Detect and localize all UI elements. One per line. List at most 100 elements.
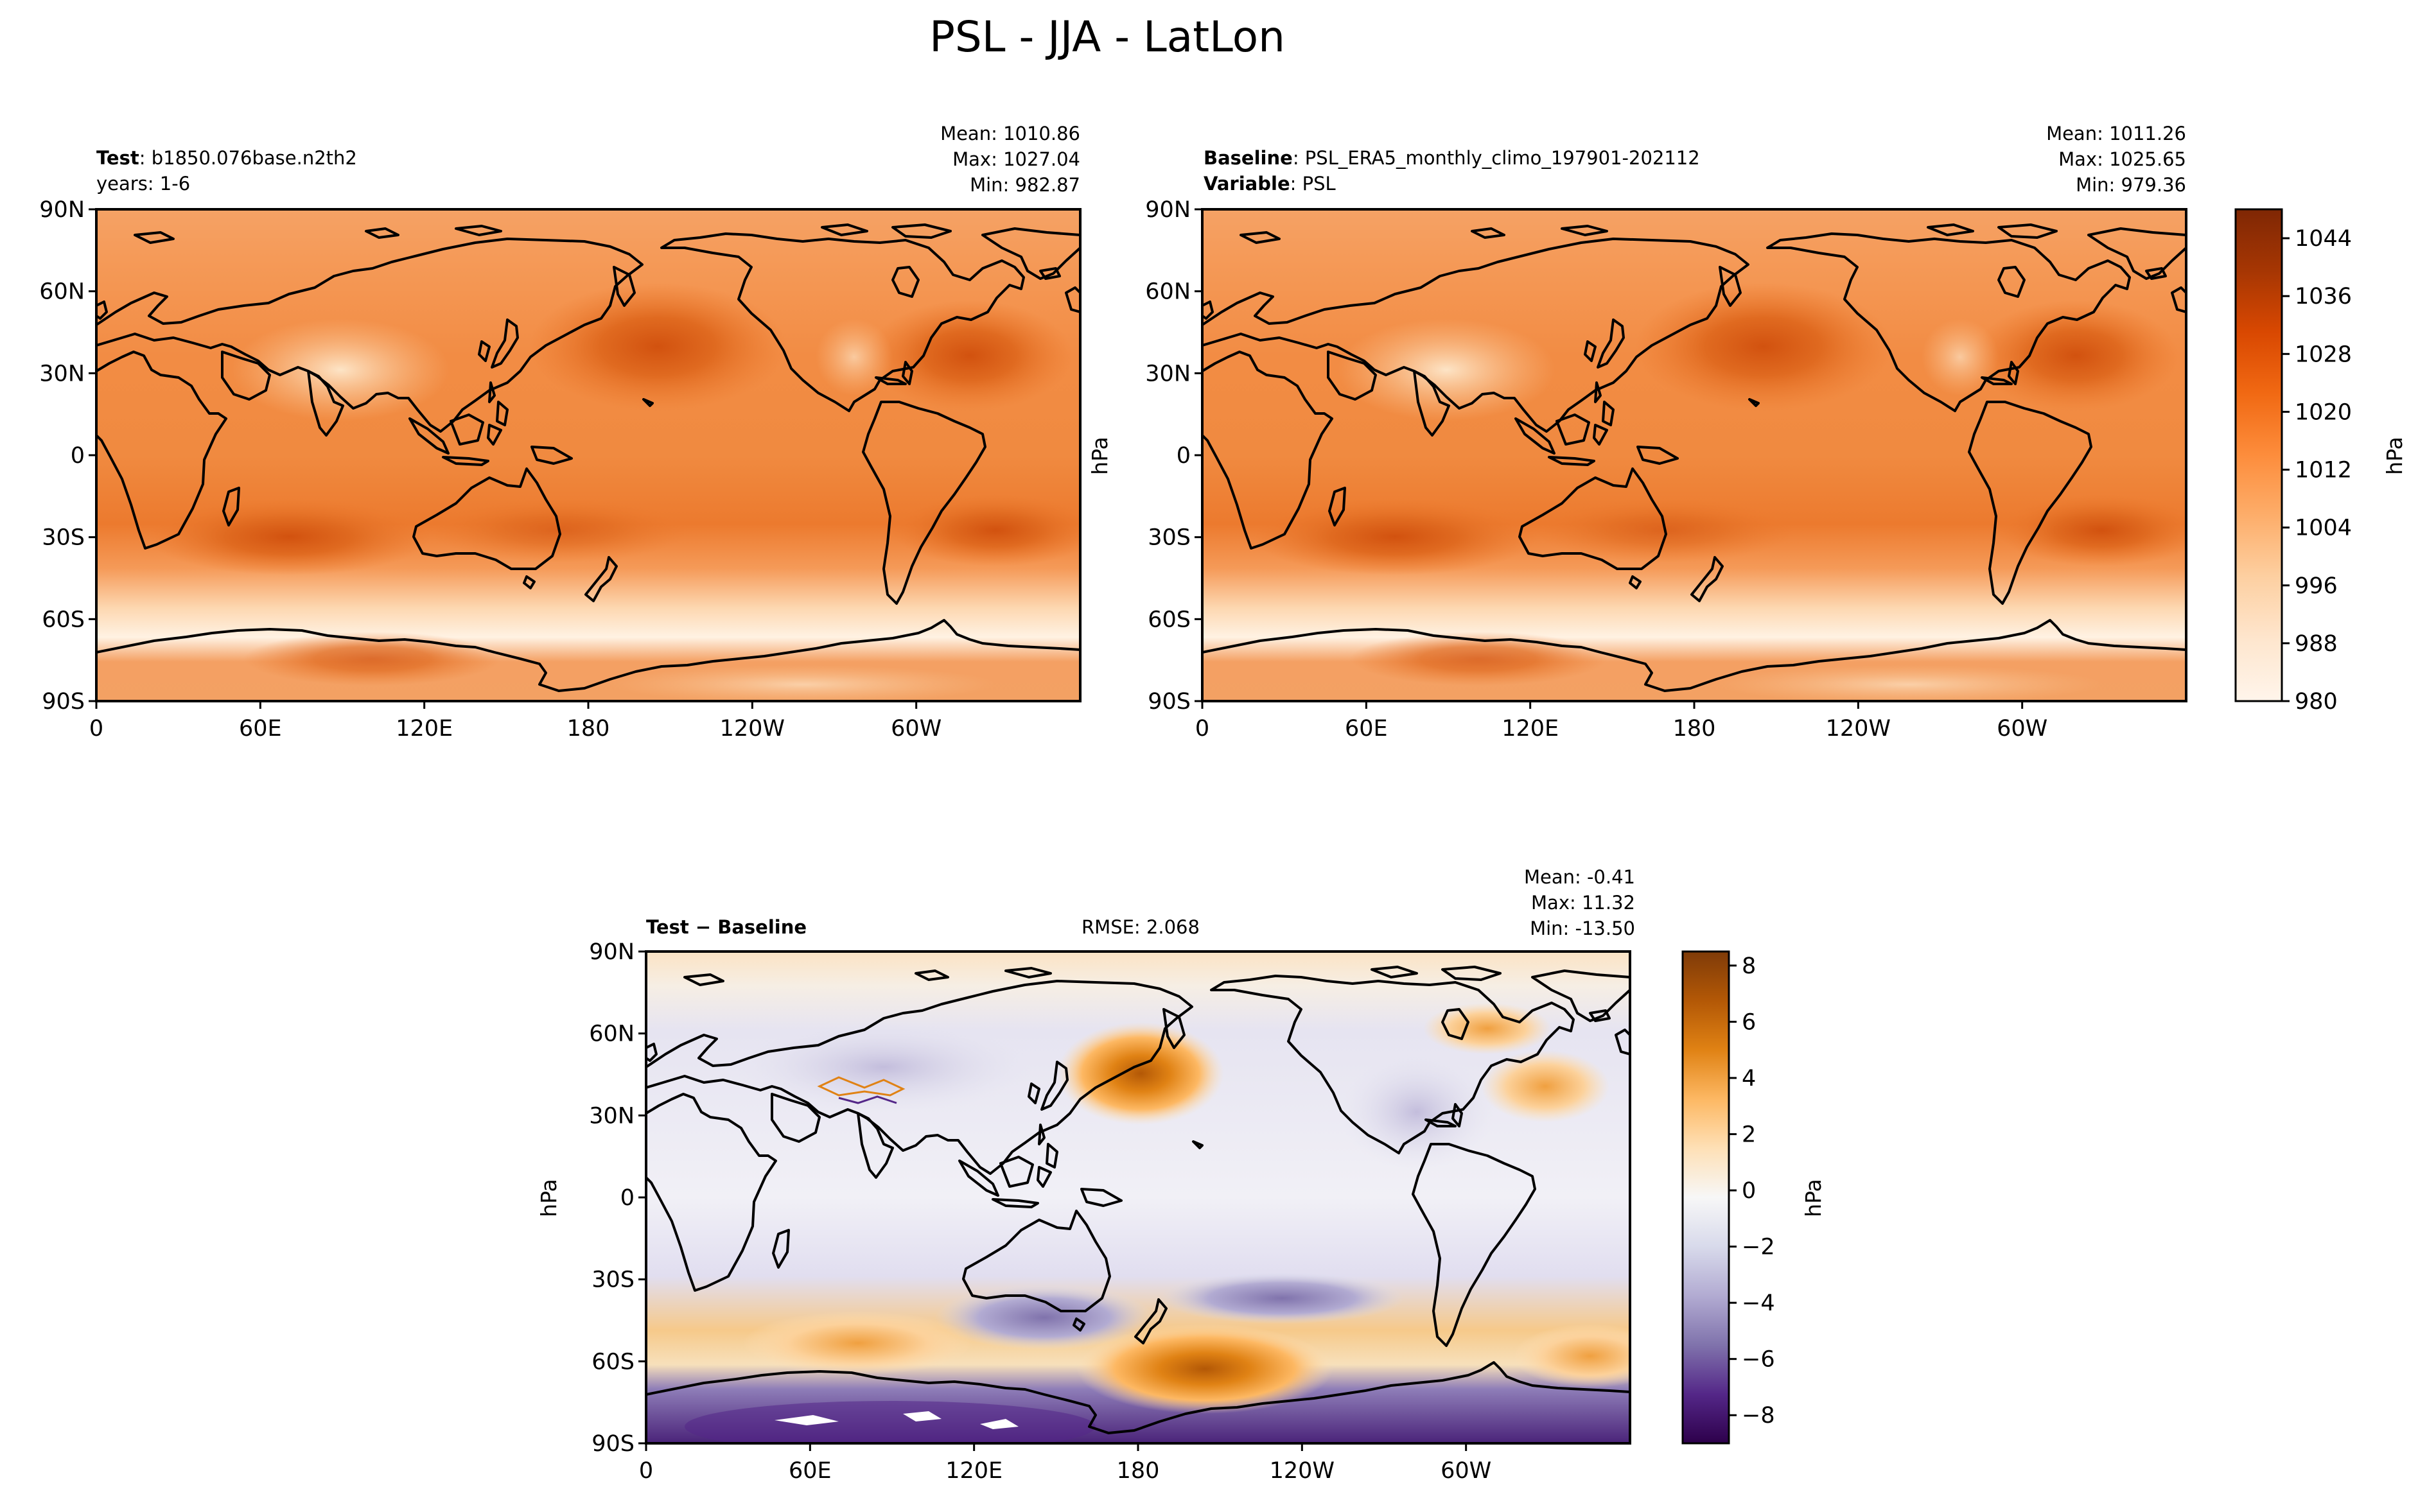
lat-tick-label: 90S [42, 689, 85, 715]
colorbar-tick-label: 1004 [2295, 516, 2352, 541]
lat-tick-label: 60N [39, 279, 85, 305]
panel-difference: Test − Baseline RMSE: 2.068 Mean: -0.41 … [536, 866, 1635, 1484]
baseline-map [1201, 208, 2187, 702]
lon-tick-label: 180 [567, 716, 610, 742]
test-stat-min: Min: 982.87 [970, 174, 1080, 196]
lon-tick-label: 120E [396, 716, 453, 742]
lon-tick-label: 120W [1826, 716, 1891, 742]
baseline-lat-axis: 90N 60N 30N 0 30S 60S 90S [1145, 197, 1202, 715]
lon-tick-label: 180 [1117, 1458, 1160, 1484]
baseline-stat-max: Max: 1025.65 [2058, 148, 2186, 170]
baseline-ylabel: hPa [1087, 437, 1112, 475]
lat-tick-label: 0 [620, 1185, 635, 1211]
lon-tick-label: 60W [1997, 716, 2047, 742]
test-stat-mean: Mean: 1010.86 [940, 123, 1080, 144]
colorbar-tick-label: 996 [2295, 573, 2338, 599]
lon-tick-label: 60E [239, 716, 282, 742]
lon-tick-label: 60E [789, 1458, 832, 1484]
colorbar-tick-label: −2 [1742, 1235, 1775, 1260]
colorbar-tick-label: 6 [1742, 1009, 1756, 1035]
variable-name: : PSL [1290, 173, 1336, 195]
colorbar-tick-label: −6 [1742, 1347, 1775, 1373]
lon-tick-label: 0 [1195, 716, 1209, 742]
colorbar-tick-label: 4 [1742, 1066, 1756, 1091]
colorbar-tick-label: 1028 [2295, 342, 2352, 367]
baseline-stat-mean: Mean: 1011.26 [2046, 123, 2186, 144]
test-lat-axis: 90N 60N 30N 0 30S 60S 90S [39, 197, 96, 715]
colorbar-main-bar [2234, 208, 2283, 702]
figure-title: PSL - JJA - LatLon [929, 12, 1285, 62]
lat-tick-label: 0 [71, 443, 85, 469]
colorbar-main-label: hPa [2382, 437, 2407, 475]
colorbar-diff-label: hPa [1801, 1179, 1826, 1217]
lon-tick-label: 120E [945, 1458, 1003, 1484]
test-years: years: 1-6 [96, 173, 190, 195]
diff-map [645, 950, 1631, 1445]
baseline-header-line2: Variable: PSL [1204, 173, 1336, 195]
colorbar-diff-bar [1681, 950, 1730, 1445]
colorbar-tick-label: 1020 [2295, 399, 2352, 425]
colorbar-tick-label: −4 [1742, 1290, 1775, 1316]
baseline-header-line1: Baseline: PSL_ERA5_monthly_climo_197901-… [1204, 147, 1700, 169]
lat-tick-label: 30S [1148, 525, 1191, 551]
baseline-stat-min: Min: 979.36 [2076, 174, 2186, 196]
lon-tick-label: 180 [1673, 716, 1716, 742]
lon-tick-label: 120E [1502, 716, 1559, 742]
lon-tick-label: 60W [1441, 1458, 1491, 1484]
baseline-case-name: : PSL_ERA5_monthly_climo_197901-202112 [1293, 147, 1700, 169]
lat-tick-label: 90N [39, 197, 85, 223]
diff-lon-axis: 0 60E 120E 180 120W 60W [639, 1443, 1491, 1484]
colorbar-tick-label: 0 [1742, 1178, 1756, 1204]
colorbar-main-ticks: 980 988 996 1004 1012 1020 1028 1036 1044 [2282, 226, 2352, 715]
test-label: Test [96, 147, 139, 169]
diff-stat-min: Min: -13.50 [1530, 917, 1635, 939]
lat-tick-label: 90N [589, 939, 635, 965]
lon-tick-label: 60W [891, 716, 942, 742]
diff-stat-mean: Mean: -0.41 [1524, 866, 1635, 888]
lon-tick-label: 120W [1270, 1458, 1335, 1484]
test-map [95, 208, 1082, 702]
lat-tick-label: 90N [1145, 197, 1191, 223]
lon-tick-label: 120W [720, 716, 785, 742]
diff-rmse: RMSE: 2.068 [1082, 916, 1200, 938]
colorbar-tick-label: 1036 [2295, 284, 2352, 309]
diff-ylabel: hPa [536, 1179, 561, 1217]
lat-tick-label: 30S [591, 1267, 635, 1293]
lat-tick-label: 60S [1148, 607, 1191, 632]
lat-tick-label: 30N [1145, 361, 1191, 387]
lat-tick-label: 60S [42, 607, 85, 632]
lat-tick-label: 60S [591, 1349, 635, 1375]
lat-tick-label: 0 [1177, 443, 1191, 469]
colorbar-tick-label: 2 [1742, 1122, 1756, 1148]
baseline-label: Baseline [1204, 147, 1293, 169]
lat-tick-label: 60N [589, 1021, 635, 1047]
lat-tick-label: 30N [589, 1103, 635, 1129]
lat-tick-label: 30N [39, 361, 85, 387]
test-stat-max: Max: 1027.04 [952, 148, 1080, 170]
diff-stat-max: Max: 11.32 [1531, 892, 1635, 914]
colorbar-main: 980 988 996 1004 1012 1020 1028 1036 1044 hPa [2234, 208, 2407, 715]
lon-tick-label: 0 [639, 1458, 653, 1484]
colorbar-tick-label: 1044 [2295, 226, 2352, 252]
test-header-line1: Test: b1850.076base.n2th2 [96, 147, 357, 169]
diff-header: Test − Baseline [646, 916, 807, 938]
lat-tick-label: 60N [1145, 279, 1191, 305]
colorbar-tick-label: 980 [2295, 689, 2338, 715]
lon-tick-label: 0 [89, 716, 103, 742]
test-case-name: : b1850.076base.n2th2 [139, 147, 357, 169]
colorbar-tick-label: 988 [2295, 631, 2338, 657]
colorbar-tick-label: 8 [1742, 953, 1756, 979]
lat-tick-label: 90S [591, 1431, 635, 1457]
panel-test: Test: b1850.076base.n2th2 years: 1-6 Mea… [39, 123, 1082, 742]
colorbar-diff-ticks: −8 −6 −4 −2 0 2 4 6 8 [1729, 953, 1775, 1429]
variable-label: Variable [1204, 173, 1290, 195]
colorbar-tick-label: 1012 [2295, 458, 2352, 483]
colorbar-diff: −8 −6 −4 −2 0 2 4 6 8 hPa [1681, 950, 1826, 1445]
panel-baseline: Baseline: PSL_ERA5_monthly_climo_197901-… [1087, 123, 2187, 742]
lat-tick-label: 90S [1148, 689, 1191, 715]
colorbar-tick-label: −8 [1742, 1403, 1775, 1429]
test-lon-axis: 0 60E 120E 180 120W 60W [89, 701, 942, 742]
lon-tick-label: 60E [1345, 716, 1388, 742]
lat-tick-label: 30S [42, 525, 85, 551]
